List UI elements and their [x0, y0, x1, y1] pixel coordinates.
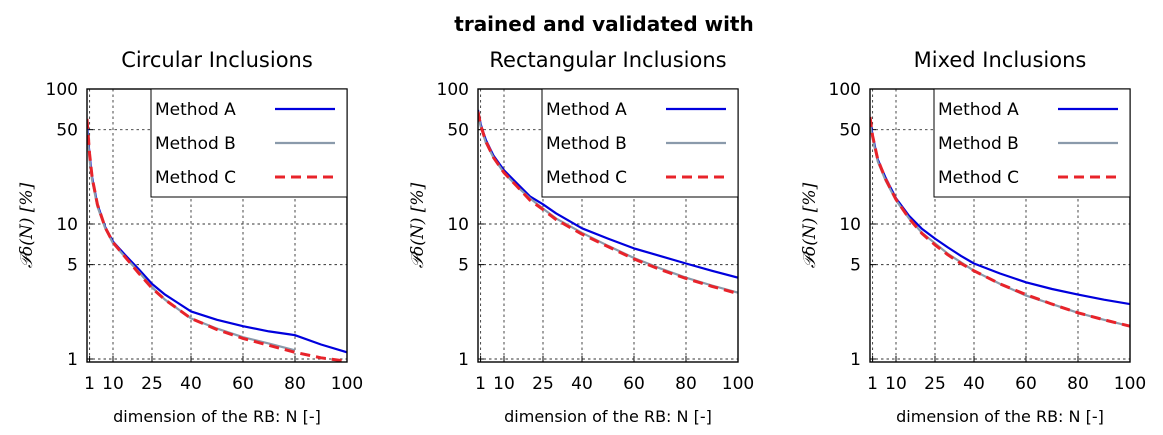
panel-title: Rectangular Inclusions: [489, 48, 726, 72]
y-tick-label: 50: [839, 121, 861, 141]
x-tick-label: 60: [232, 374, 254, 394]
y-tick-label: 1: [67, 350, 78, 370]
series-line-method-c: [478, 111, 738, 296]
legend: Method A Method B Method C: [933, 88, 1131, 198]
x-tick-label: 40: [180, 374, 202, 394]
x-axis-label: dimension of the RB: N [-]: [896, 407, 1104, 426]
y-tick-label: 1: [850, 350, 861, 370]
legend: Method A Method B Method C: [541, 88, 739, 198]
y-tick-label: 5: [67, 256, 78, 276]
y-tick-label: 50: [56, 121, 78, 141]
x-tick-label: 40: [571, 374, 593, 394]
y-tick-label: 50: [447, 121, 469, 141]
y-tick-label: 100: [437, 80, 469, 100]
x-tick-label: 10: [102, 374, 124, 394]
legend-label: Method B: [546, 134, 627, 154]
panel-title: Circular Inclusions: [121, 48, 313, 72]
x-tick-label: 25: [924, 374, 946, 394]
y-tick-label: 5: [458, 256, 469, 276]
legend-label: Method C: [938, 168, 1019, 188]
x-tick-label: 10: [493, 374, 515, 394]
x-tick-label: 25: [532, 374, 554, 394]
y-axis-label: 𝒫δ(N) [%]: [408, 182, 428, 268]
y-tick-label: 100: [829, 80, 861, 100]
x-tick-label: 60: [1015, 374, 1037, 394]
legend-label: Method C: [155, 168, 236, 188]
x-tick-label: 80: [1067, 374, 1089, 394]
x-tick-label: 40: [963, 374, 985, 394]
legend-label: Method A: [938, 100, 1019, 120]
x-tick-label: 80: [284, 374, 306, 394]
legend: Method A Method B Method C: [150, 88, 348, 198]
chart-panel-1: Circular Inclusions 1 10 25 40 60 80 100 1 5 10 50 1…: [17, 48, 363, 426]
x-axis-label: dimension of the RB: N [-]: [113, 407, 321, 426]
x-tick-label: 100: [722, 374, 754, 394]
legend-label: Method B: [155, 134, 236, 154]
panels: Circular Inclusions 1 10 25 40 60 80 100 1 5 10 50 1…: [17, 48, 1146, 426]
y-axis-label: 𝒫δ(N) [%]: [800, 182, 820, 268]
x-tick-label: 100: [1114, 374, 1146, 394]
series-line-method-c: [87, 118, 347, 362]
y-tick-label: 100: [46, 80, 78, 100]
x-tick-label: 80: [675, 374, 697, 394]
y-tick-label: 5: [850, 256, 861, 276]
super-title: trained and validated with: [454, 12, 753, 36]
legend-label: Method A: [546, 100, 627, 120]
series-line-method-c: [870, 116, 1130, 328]
x-tick-label: 100: [331, 374, 363, 394]
y-tick-label: 10: [839, 215, 861, 235]
y-tick-label: 1: [458, 350, 469, 370]
y-tick-label: 10: [447, 215, 469, 235]
legend-label: Method B: [938, 134, 1019, 154]
x-tick-label: 25: [141, 374, 163, 394]
legend-label: Method A: [155, 100, 236, 120]
x-tick-label: 10: [885, 374, 907, 394]
x-tick-label: 1: [867, 374, 878, 394]
legend-label: Method C: [546, 168, 627, 188]
chart-panel-3: Mixed Inclusions 1 10 25 40 60 80 100 1 5 10 50 100 M…: [800, 48, 1146, 426]
y-axis-label: 𝒫δ(N) [%]: [17, 182, 37, 268]
chart-panel-2: Rectangular Inclusions 1 10 25 40 60 80 100 1 5 10…: [408, 48, 754, 426]
x-tick-label: 60: [623, 374, 645, 394]
panel-title: Mixed Inclusions: [914, 48, 1087, 72]
x-axis-label: dimension of the RB: N [-]: [504, 407, 712, 426]
y-tick-label: 10: [56, 215, 78, 235]
x-tick-label: 1: [475, 374, 486, 394]
x-tick-label: 1: [84, 374, 95, 394]
